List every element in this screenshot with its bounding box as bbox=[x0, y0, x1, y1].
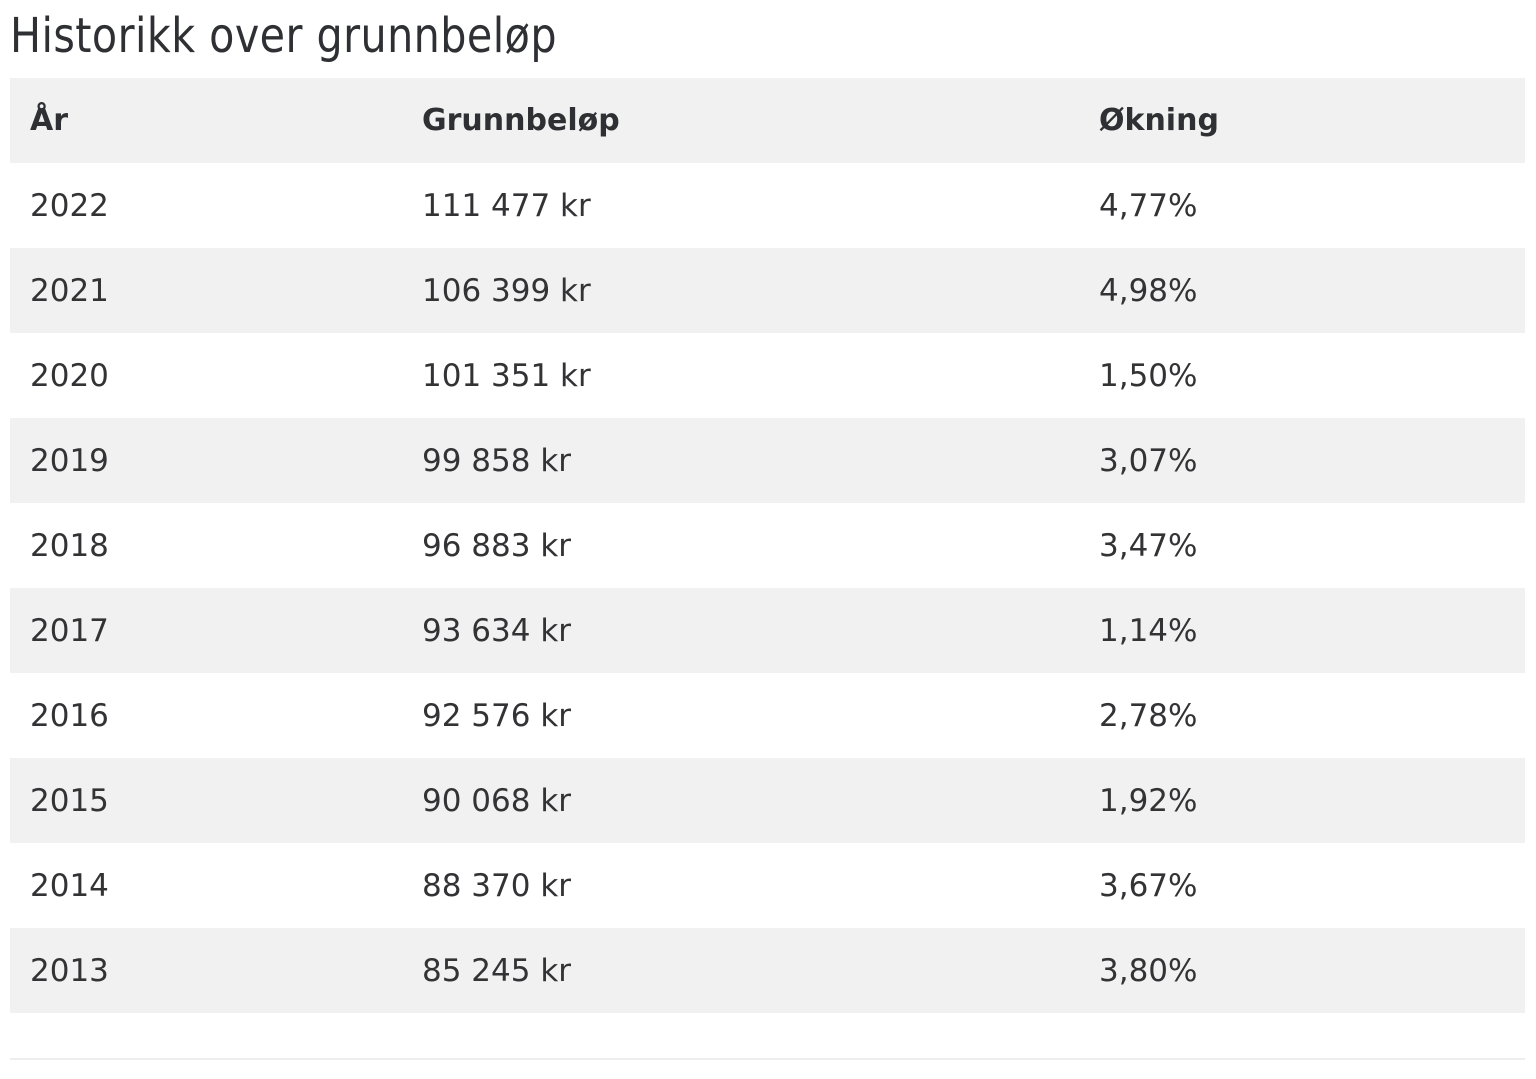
cell-year: 2015 bbox=[10, 758, 402, 843]
cell-year: 2021 bbox=[10, 248, 402, 333]
cell-amount: 88 370 kr bbox=[402, 843, 1079, 928]
cell-year: 2017 bbox=[10, 588, 402, 673]
cell-amount: 92 576 kr bbox=[402, 673, 1079, 758]
cell-amount: 85 245 kr bbox=[402, 928, 1079, 1013]
cell-year: 2018 bbox=[10, 503, 402, 588]
cell-year: 2013 bbox=[10, 928, 402, 1013]
cell-year: 2016 bbox=[10, 673, 402, 758]
table-row: 2016 92 576 kr 2,78% bbox=[10, 673, 1525, 758]
cell-increase: 2,78% bbox=[1079, 673, 1525, 758]
page-title: Historikk over grunnbeløp bbox=[10, 8, 557, 64]
cell-year: 2020 bbox=[10, 333, 402, 418]
column-header-increase: Økning bbox=[1079, 78, 1525, 163]
column-header-year: År bbox=[10, 78, 402, 163]
cell-increase: 3,47% bbox=[1079, 503, 1525, 588]
table-header-row: År Grunnbeløp Økning bbox=[10, 78, 1525, 163]
cell-increase: 4,98% bbox=[1079, 248, 1525, 333]
cell-amount: 99 858 kr bbox=[402, 418, 1079, 503]
cell-year: 2014 bbox=[10, 843, 402, 928]
cell-increase: 1,92% bbox=[1079, 758, 1525, 843]
cell-increase: 1,50% bbox=[1079, 333, 1525, 418]
cell-amount: 111 477 kr bbox=[402, 163, 1079, 248]
table-row: 2020 101 351 kr 1,50% bbox=[10, 333, 1525, 418]
table-row: 2014 88 370 kr 3,67% bbox=[10, 843, 1525, 928]
table-row: 2022 111 477 kr 4,77% bbox=[10, 163, 1525, 248]
column-header-amount: Grunnbeløp bbox=[402, 78, 1079, 163]
cell-increase: 1,14% bbox=[1079, 588, 1525, 673]
cell-amount: 96 883 kr bbox=[402, 503, 1079, 588]
cell-increase: 3,07% bbox=[1079, 418, 1525, 503]
cell-year: 2019 bbox=[10, 418, 402, 503]
table-row: 2019 99 858 kr 3,07% bbox=[10, 418, 1525, 503]
cell-amount: 93 634 kr bbox=[402, 588, 1079, 673]
table-row: 2015 90 068 kr 1,92% bbox=[10, 758, 1525, 843]
cell-amount: 90 068 kr bbox=[402, 758, 1079, 843]
table-row: 2013 85 245 kr 3,80% bbox=[10, 928, 1525, 1013]
table-row: 2021 106 399 kr 4,98% bbox=[10, 248, 1525, 333]
cell-year: 2022 bbox=[10, 163, 402, 248]
bottom-divider bbox=[10, 1058, 1525, 1060]
cell-increase: 3,67% bbox=[1079, 843, 1525, 928]
cell-amount: 106 399 kr bbox=[402, 248, 1079, 333]
table-row: 2018 96 883 kr 3,47% bbox=[10, 503, 1525, 588]
cell-increase: 3,80% bbox=[1079, 928, 1525, 1013]
cell-increase: 4,77% bbox=[1079, 163, 1525, 248]
cell-amount: 101 351 kr bbox=[402, 333, 1079, 418]
table-row: 2017 93 634 kr 1,14% bbox=[10, 588, 1525, 673]
grunnbelop-history-table: År Grunnbeløp Økning 2022 111 477 kr 4,7… bbox=[10, 78, 1525, 1013]
